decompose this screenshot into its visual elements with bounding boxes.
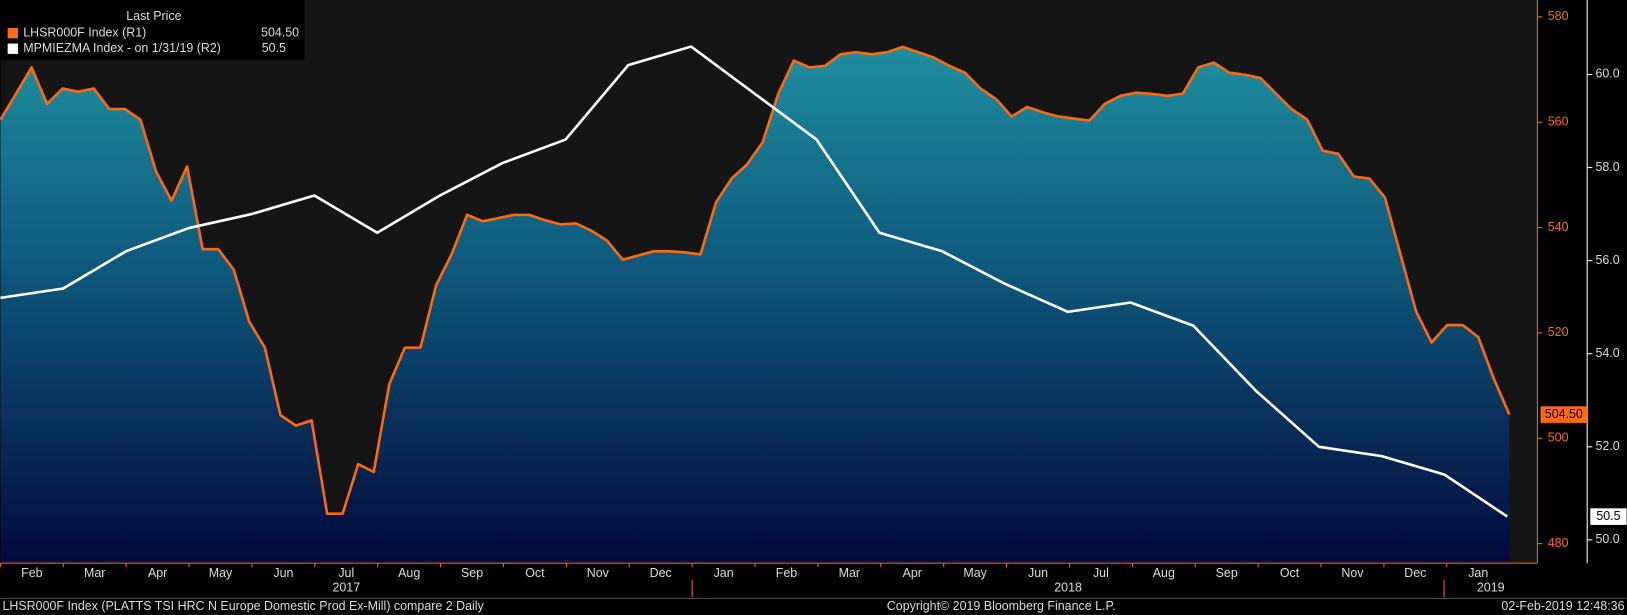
y-tick-label: 560 <box>1548 114 1569 128</box>
y2-tick-label: 52.0 <box>1595 439 1619 453</box>
last-value-tag <box>1540 406 1588 423</box>
area <box>0 46 1510 564</box>
legend-label: MPMIEZMA Index - on 1/31/19 (R2) <box>23 41 221 55</box>
y-tick-label: 500 <box>1548 431 1569 445</box>
footer-right: 02-Feb-2019 12:48:36 <box>1501 599 1624 613</box>
footer-center: Copyright© 2019 Bloomberg Finance L.P. <box>887 599 1116 613</box>
x-tick-label: Sep <box>461 566 483 580</box>
legend-value: 504.50 <box>261 25 299 39</box>
legend-value: 50.5 <box>262 41 286 55</box>
year-label: 2018 <box>1054 580 1082 594</box>
x-tick-label: Oct <box>525 566 545 580</box>
y2-tick-label: 58.0 <box>1595 160 1619 174</box>
x-tick-label: Nov <box>587 566 610 580</box>
legend-label: LHSR000F Index (R1) <box>23 25 146 39</box>
x-tick-label: May <box>209 566 233 580</box>
last-value-tag <box>1590 508 1627 525</box>
x-tick-label: Jul <box>338 566 354 580</box>
y2-tick-label: 50.0 <box>1595 532 1619 546</box>
x-tick-label: Jun <box>273 566 293 580</box>
y-tick-label: 480 <box>1548 536 1569 550</box>
y2-tick-label: 56.0 <box>1595 253 1619 267</box>
x-tick-label: Jul <box>1093 566 1109 580</box>
x-tick-label: Oct <box>1280 566 1300 580</box>
x-tick-label: Dec <box>650 566 672 580</box>
x-tick-label: Aug <box>1153 566 1175 580</box>
x-tick-label: Sep <box>1216 566 1238 580</box>
y-tick-label: 540 <box>1548 220 1569 234</box>
x-tick-label: Jan <box>1468 566 1488 580</box>
legend-box <box>0 0 305 61</box>
footer-left: LHSR000F Index (PLATTS TSI HRC N Europe … <box>2 599 484 613</box>
x-tick-label: Apr <box>148 566 167 580</box>
last-value-label: 50.5 <box>1596 509 1620 523</box>
y-tick-label: 580 <box>1548 9 1569 23</box>
y2-tick-label: 60.0 <box>1595 67 1619 81</box>
x-tick-label: Dec <box>1404 566 1426 580</box>
x-tick-label: Jan <box>714 566 734 580</box>
x-tick-label: Apr <box>903 566 922 580</box>
last-value-label: 504.50 <box>1545 407 1583 421</box>
series-line <box>0 45 1511 515</box>
x-tick-label: Mar <box>84 566 105 580</box>
x-tick-label: Aug <box>398 566 420 580</box>
x-tick-label: May <box>963 566 987 580</box>
x-tick-label: Jun <box>1028 566 1048 580</box>
year-label: 2019 <box>1477 580 1505 594</box>
x-tick-label: Feb <box>776 566 798 580</box>
legend-title: Last Price <box>126 9 181 23</box>
y2-tick-label: 54.0 <box>1595 346 1619 360</box>
x-tick-label: Mar <box>839 566 860 580</box>
x-tick-label: Nov <box>1341 566 1364 580</box>
legend-swatch <box>7 28 19 39</box>
series-line <box>0 45 1509 518</box>
x-tick-label: Feb <box>21 566 43 580</box>
y-tick-label: 520 <box>1548 325 1569 339</box>
year-label: 2017 <box>332 580 360 594</box>
legend-swatch <box>7 43 19 54</box>
